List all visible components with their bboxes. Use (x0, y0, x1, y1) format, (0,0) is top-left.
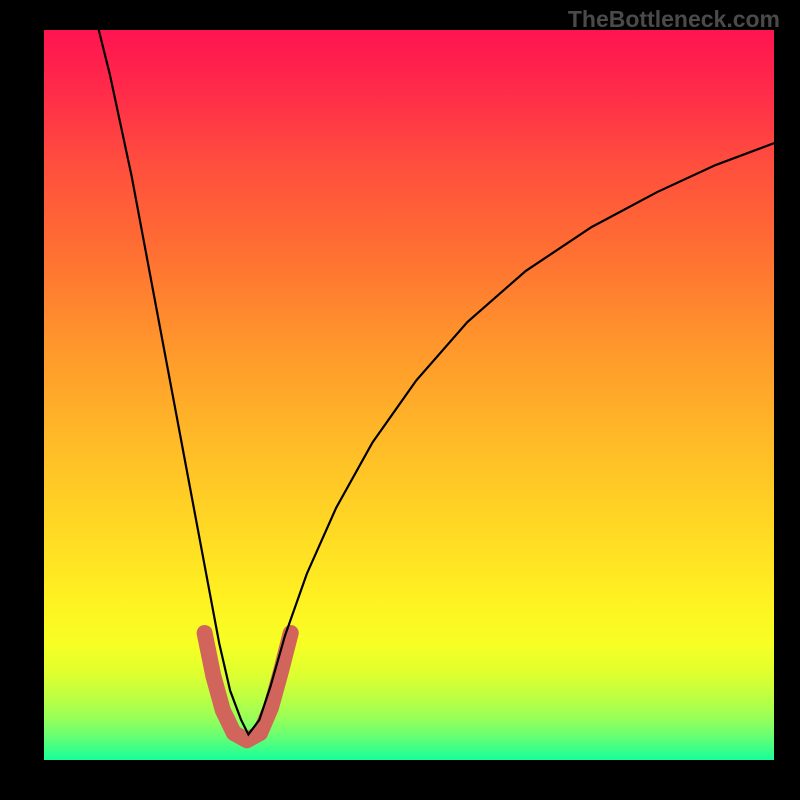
plot-background (44, 30, 774, 760)
plot-area (44, 30, 774, 760)
watermark-text: TheBottleneck.com (568, 6, 780, 33)
chart-svg (44, 30, 774, 760)
chart-container: TheBottleneck.com (0, 0, 800, 800)
